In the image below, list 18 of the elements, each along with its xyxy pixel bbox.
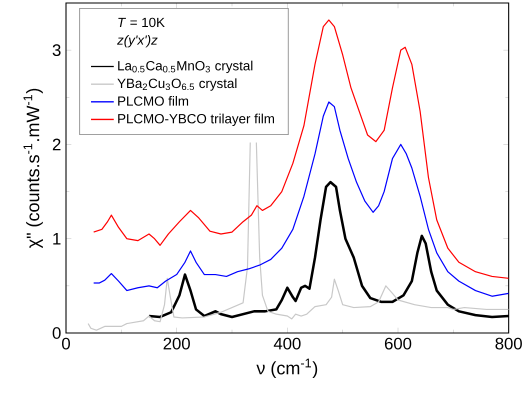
x-tick-label: 800 (495, 338, 522, 350)
line-series (93, 19, 509, 279)
x-tick-label: 600 (384, 338, 412, 350)
y-tick-label: 3 (52, 44, 61, 56)
legend-label: YBa$_{2}$Cu$_{3}$O$_{6.5}$ crystal (117, 78, 236, 91)
y-tick-label: 2 (52, 138, 60, 150)
legend-title: T = 10K (118, 18, 165, 28)
y-tick-label: 1 (53, 232, 60, 244)
y-tick-label: 0 (52, 327, 61, 339)
legend-label: PLCMO-YBCO trilayer film (118, 114, 274, 126)
x-tick-label: 0 (62, 338, 70, 350)
legend-label: PLCMO film (118, 96, 188, 106)
x-tick-label: 400 (274, 338, 301, 350)
legend-label: La$_{0.5}$Ca$_{0.5}$MnO$_{3}$ crystal (118, 60, 252, 74)
x-axis-title: ν (cm$^{-1}$) (256, 358, 318, 378)
y-axis-title: χ" (counts.s$^{-1}$.mW$^{-1}$) (24, 88, 43, 248)
x-tick-label: 200 (164, 338, 190, 350)
annotation: z(y'x')z (117, 34, 158, 48)
